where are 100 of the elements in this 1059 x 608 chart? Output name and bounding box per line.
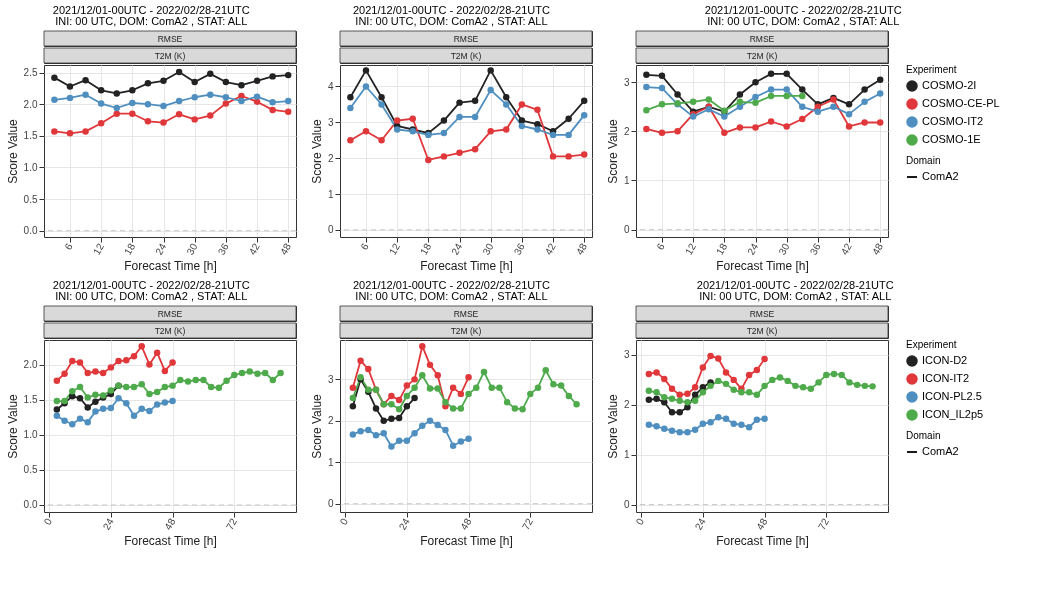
point <box>722 380 730 388</box>
y-axis-title: Score Value <box>5 393 20 459</box>
point <box>61 417 68 424</box>
point <box>845 123 853 130</box>
point <box>269 106 276 114</box>
point <box>861 382 869 390</box>
legend-label: ICON_IL2p5 <box>922 408 984 420</box>
point <box>807 385 815 393</box>
point <box>799 103 806 111</box>
point <box>92 391 99 398</box>
point <box>284 97 292 105</box>
point <box>730 386 737 394</box>
point <box>674 128 681 135</box>
point <box>722 415 730 422</box>
chart-subtitle: INI: 00 UTC, DOM: ComA2 , STAT: ALL <box>55 290 248 303</box>
point <box>362 67 370 74</box>
point <box>845 110 853 118</box>
chart-subtitle: INI: 00 UTC, DOM: ComA2 , STAT: ALL <box>355 290 548 303</box>
x-tick-label: 6 <box>654 241 668 252</box>
point <box>191 94 198 101</box>
point <box>707 419 714 426</box>
point <box>846 379 853 386</box>
point <box>53 397 61 405</box>
x-tick-label: 18 <box>122 241 138 257</box>
point <box>372 405 380 412</box>
point <box>449 405 457 412</box>
y-tick-label: 2.5 <box>23 67 38 79</box>
point <box>177 376 184 384</box>
x-tick-label: 42 <box>246 241 263 257</box>
point <box>503 94 510 101</box>
point <box>643 106 650 114</box>
x-tick-label: 36 <box>807 241 823 257</box>
point <box>721 113 728 120</box>
point <box>738 421 745 428</box>
point <box>378 94 385 101</box>
point <box>753 391 761 399</box>
point <box>403 437 411 444</box>
x-tick-label: 48 <box>869 241 886 257</box>
point <box>534 120 541 128</box>
point <box>518 101 526 108</box>
point <box>691 397 699 405</box>
point <box>815 379 822 386</box>
x-tick-label: 24 <box>100 516 116 532</box>
strip: T2M (K) <box>339 47 593 64</box>
chart-subtitle: INI: 00 UTC, DOM: ComA2 , STAT: ALL <box>707 15 900 28</box>
point <box>736 124 744 131</box>
point <box>84 394 91 401</box>
point <box>653 395 660 403</box>
point <box>82 91 89 98</box>
point <box>853 381 861 389</box>
point <box>736 91 744 98</box>
point <box>161 367 169 375</box>
point <box>146 361 153 368</box>
point <box>395 437 403 444</box>
point <box>107 364 115 371</box>
point <box>668 395 676 403</box>
point <box>676 429 683 436</box>
point <box>175 97 183 105</box>
y-tick-label: 1.5 <box>23 394 38 406</box>
point <box>691 391 699 399</box>
point <box>457 438 465 445</box>
y-tick-label: 1.0 <box>23 429 38 441</box>
point <box>767 70 775 78</box>
y-tick-label: 0.0 <box>23 225 38 237</box>
point <box>668 409 676 416</box>
point <box>129 87 136 94</box>
point <box>395 396 403 404</box>
point <box>51 96 58 104</box>
point <box>845 101 853 108</box>
point <box>284 71 292 79</box>
point <box>869 383 876 390</box>
point <box>254 370 261 377</box>
point <box>92 408 99 415</box>
point <box>238 92 245 100</box>
point <box>658 129 666 137</box>
point <box>395 414 403 422</box>
point <box>471 145 479 153</box>
point <box>175 68 183 76</box>
y-tick-label: 3 <box>623 76 630 88</box>
x-tick-label: 24 <box>449 241 465 257</box>
point <box>107 387 115 394</box>
point <box>160 77 167 85</box>
point <box>175 111 183 118</box>
x-tick-label: 30 <box>776 241 792 257</box>
point <box>580 111 588 119</box>
point <box>876 119 884 126</box>
y-tick-label: 1.5 <box>23 130 38 142</box>
y-axis-title: Score Value <box>605 118 620 184</box>
point <box>69 357 76 365</box>
y-tick-label: 2 <box>327 152 334 164</box>
legend-label: ICON-IT2 <box>922 372 970 384</box>
point <box>84 404 91 411</box>
x-tick-label: 36 <box>215 241 231 257</box>
point <box>365 426 372 434</box>
point <box>705 96 712 103</box>
point <box>456 113 463 121</box>
y-tick-label: 2 <box>327 415 334 427</box>
point <box>487 86 494 94</box>
point <box>676 397 683 405</box>
point <box>92 368 99 375</box>
